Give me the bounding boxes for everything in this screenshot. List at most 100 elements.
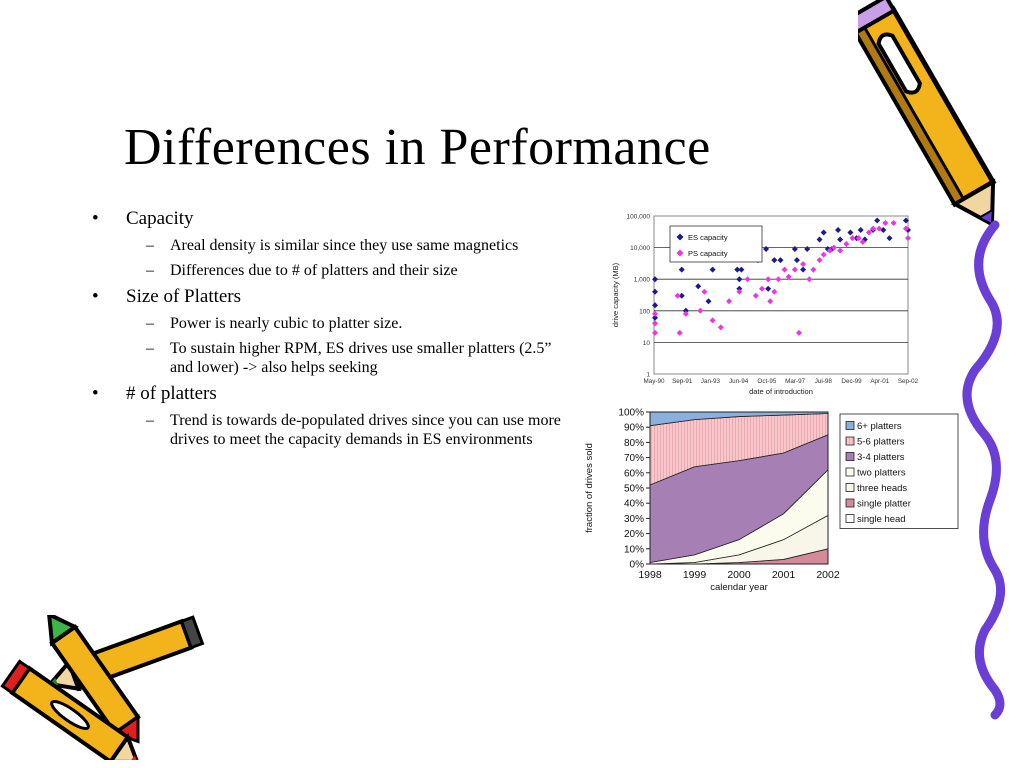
ps-capacity-point [736,288,743,295]
ps-capacity-point [726,298,733,305]
ps-capacity-point [765,276,772,283]
ps-capacity-point [791,266,798,273]
ps-capacity-point [837,247,844,254]
x-tick-label: Jul-98 [815,378,833,385]
x-tick-label: Dec-99 [841,378,862,385]
y-tick-label: 90% [624,423,644,434]
bullet-text: Capacity [126,208,194,229]
crayon-icon [0,615,205,760]
legend-label: single head [857,514,906,525]
legend-box [669,225,763,263]
x-tick-label: Sep-02 [898,378,919,385]
x-tick-label: Oct-95 [757,378,776,385]
legend-swatch [845,452,855,461]
es-capacity-point [763,246,770,253]
ps-capacity-point [676,329,683,336]
legend-swatch [845,483,855,492]
es-capacity-point [777,257,784,264]
bullet-mark: • [92,286,99,307]
sub-bullet-text: To sustain higher RPM, ES drives use sma… [170,340,552,376]
es-capacity-point [857,227,864,234]
bullet-text: # of platters [126,383,217,404]
sub-bullet: – Trend is towards de-populated drives s… [92,411,570,449]
es-capacity-point [824,246,831,253]
es-capacity-point [695,283,702,290]
ps-capacity-point [701,288,708,295]
sub-bullet-text: Power is nearly cubic to platter size. [170,315,403,332]
platter-area-svg: 0% 10% 20% 30% 40% 50% 60% 70% 80% 90% 100% 1998 199… [584,408,959,593]
es-capacity-point [847,229,854,236]
bullet-size-of-platters: • Size of Platters [92,286,570,308]
x-tick-label: Jan-93 [701,378,721,385]
y-tick-label: 100 [639,308,650,315]
legend-label: 5-6 platters [857,437,905,448]
y-tick-label: 40% [624,499,644,510]
ps-capacity-point [767,298,774,305]
ps-capacity-point [905,235,911,242]
legend-label: 6+ platters [857,421,902,432]
ps-capacity-point [795,329,802,336]
es-capacity-point [771,257,778,264]
sub-bullet: – Areal density is similar since they us… [92,236,570,255]
ps-capacity-point [816,257,823,264]
es-capacity-point [765,285,772,292]
es-capacity-point [709,266,716,273]
y-tick-label: 50% [624,484,644,495]
es-capacity-point [736,276,743,283]
es-capacity-point [874,217,881,224]
x-tick-label: 2002 [816,569,840,581]
sub-bullet-text: Areal density is similar since they use … [170,237,519,254]
ps-capacity-point [652,329,659,336]
capacity-scatter-svg: 1 10 100 1,000 10,000 100,000 May-90 Sep-91 Jan-… [611,214,919,397]
slide-title: Differences in Performance [124,119,711,176]
sub-bullet: – Power is nearly cubic to platter size. [92,314,570,333]
ps-capacity-point [849,235,856,242]
x-tick-label: 1999 [683,569,707,581]
x-tick-label: 2001 [772,569,796,581]
legend-label: PS capacity [688,249,728,258]
y-tick-label: 60% [624,468,644,479]
y-tick-label: 1,000 [634,277,651,284]
ps-capacity-point [800,261,807,268]
es-capacity-point [652,288,659,295]
dash-mark: – [146,340,154,357]
es-capacity-point [861,236,868,243]
sub-bullet: – To sustain higher RPM, ES drives use s… [92,339,570,377]
y-tick-label: 30% [624,514,644,525]
x-tick-label: Jun-94 [729,378,749,385]
legend-swatch [845,421,855,430]
ps-capacity-point [810,266,817,273]
y-tick-label: 10 [643,340,651,347]
platter-area-chart: 0% 10% 20% 30% 40% 50% 60% 70% 80% 90% 100% 1998 199… [578,402,968,602]
ps-capacity-point [781,266,788,273]
ps-capacity-point [902,225,909,232]
y-tick-label: 1 [646,372,650,379]
es-capacity-point [820,229,827,236]
y-tick-label: 10% [624,544,644,555]
ps-capacity-point [674,292,681,299]
legend-marker [676,233,684,241]
ps-capacity-point [890,220,897,227]
ps-capacity-point [870,225,877,232]
es-capacity-point [678,292,685,299]
es-capacity-point [800,266,807,273]
sub-bullet-text: Differences due to # of platters and the… [170,262,458,279]
es-capacity-point [705,298,712,305]
es-capacity-point [886,235,893,242]
ps-capacity-point [820,251,827,258]
bullet-list: • Capacity – Areal density is similar si… [92,208,570,455]
y-tick-label: 80% [624,438,644,449]
ps-capacity-point [697,307,704,314]
bullet-mark: • [92,383,99,404]
ps-capacity-point [752,292,759,299]
legend-label: two platters [857,468,906,479]
es-capacity-point [734,266,741,273]
ps-capacity-point [717,324,724,331]
ps-capacity-point [771,288,778,295]
es-capacity-point [682,307,689,314]
y-tick-label: 100,000 [627,214,651,221]
dash-mark: – [146,315,154,332]
ps-capacity-point [859,239,866,246]
ps-capacity-point [865,229,872,236]
legend-label: single platter [857,499,911,510]
